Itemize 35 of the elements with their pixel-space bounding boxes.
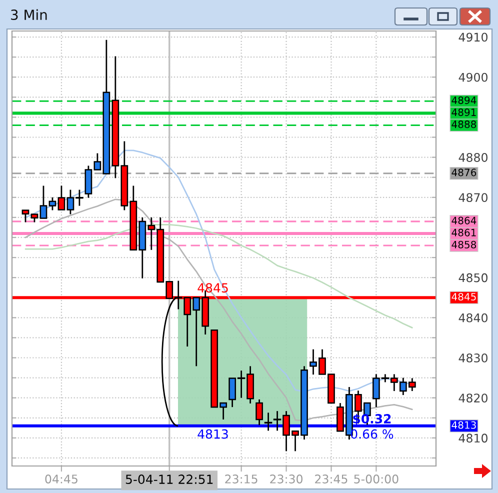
y-tick-label: 4880 [458, 153, 488, 162]
y-tick-label: 4870 [458, 193, 488, 202]
x-tick-label: 23:15 [225, 474, 258, 484]
candlestick [48, 196, 56, 211]
y-tick-label: 4810 [458, 434, 488, 443]
x-tick-label: 23:45 [315, 474, 348, 484]
candlestick [22, 210, 30, 223]
candlestick [40, 185, 48, 219]
annotation: 4813 [198, 429, 228, 439]
line-series [24, 224, 413, 328]
ref-line-label: 4845 [452, 292, 476, 301]
ref-line-label: 4864 [452, 216, 476, 224]
x-tick-label: 5-04-11 22:51 [126, 474, 213, 484]
ref-line-label: 4813 [452, 421, 476, 429]
candlestick [58, 185, 66, 211]
chart-title: 3 Min [11, 9, 47, 20]
y-tick-label: 4910 [458, 32, 488, 42]
annotation: 0.66 % [350, 429, 394, 439]
x-tick-label: 5-00:00 [354, 474, 398, 484]
ref-line-label: 4861 [452, 228, 476, 236]
y-tick-label: 4830 [458, 353, 488, 362]
ref-line-label: 4894 [452, 96, 476, 104]
y-tick-label: 4840 [458, 313, 488, 322]
candlestick [256, 398, 263, 426]
candlestick [264, 412, 272, 432]
x-tick-label: 23:30 [270, 474, 302, 484]
ref-line-label: 4876 [452, 168, 476, 176]
ref-line-label: 4891 [452, 108, 476, 116]
y-tick-label: 4850 [458, 273, 488, 282]
annotation: 4845 [198, 283, 228, 293]
ref-line-label: 4858 [452, 240, 476, 248]
x-tick-label: 04:45 [45, 474, 78, 484]
ref-line-label: 4888 [452, 120, 476, 128]
y-tick-label: 4820 [458, 394, 488, 402]
y-tick-label: 4900 [458, 72, 488, 82]
